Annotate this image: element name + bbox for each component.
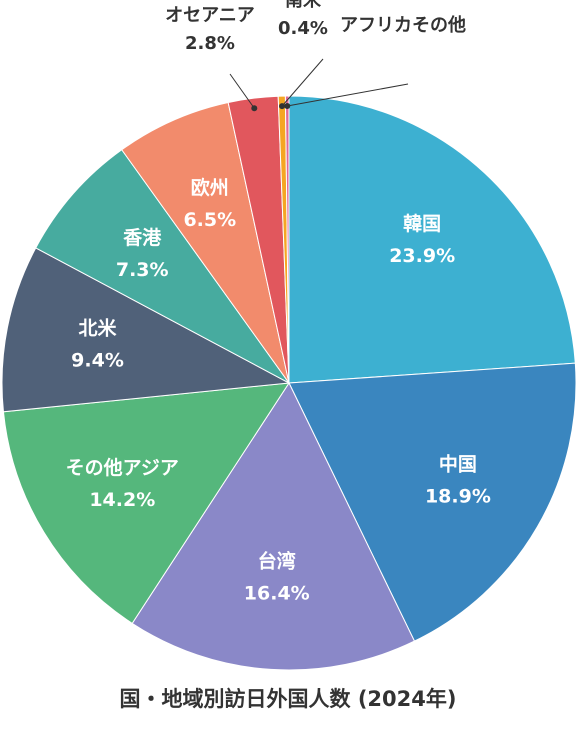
slice-label: 台湾: [258, 549, 296, 572]
pie-slice: [288, 362, 577, 642]
slice-value-label: 0.4%: [278, 18, 328, 39]
slice-label: 北米: [79, 317, 118, 340]
slice-value-label: 6.5%: [183, 209, 236, 231]
leader-dot: [279, 103, 286, 110]
slice-value-label: 7.3%: [116, 259, 169, 281]
slice-label: 韓国: [403, 212, 441, 235]
slice-label: 欧州: [191, 176, 229, 199]
pie-slice: [121, 101, 290, 384]
leader-dot: [284, 103, 291, 110]
leader-line: [229, 73, 255, 109]
slice-label: その他アジア: [66, 456, 179, 479]
pie-slice: [284, 95, 290, 384]
pie-slice: [131, 381, 416, 671]
slice-label: オセアニア: [165, 5, 255, 26]
pie-slice: [1, 247, 291, 413]
slice-label: アフリカその他: [340, 14, 466, 36]
slice-label: 南米: [285, 0, 322, 11]
chart-title: 国・地域別訪日外国人数 (2024年): [120, 687, 457, 711]
pie-slice: [288, 95, 576, 384]
slice-value-label: 18.9%: [425, 485, 491, 507]
pie-slice: [35, 149, 290, 384]
slice-value-label: 16.4%: [244, 582, 310, 604]
slice-value-label: 9.4%: [71, 350, 124, 372]
slice-value-label: 2.8%: [185, 33, 235, 54]
pie-slice: [2, 382, 290, 625]
leader-line: [281, 58, 324, 107]
slice-value-label: 23.9%: [389, 245, 455, 267]
slice-label: 香港: [122, 227, 162, 249]
leader-dot: [251, 105, 258, 112]
leader-line: [287, 83, 409, 107]
slice-value-label: 14.2%: [89, 489, 155, 511]
slice-label: 中国: [439, 452, 477, 475]
